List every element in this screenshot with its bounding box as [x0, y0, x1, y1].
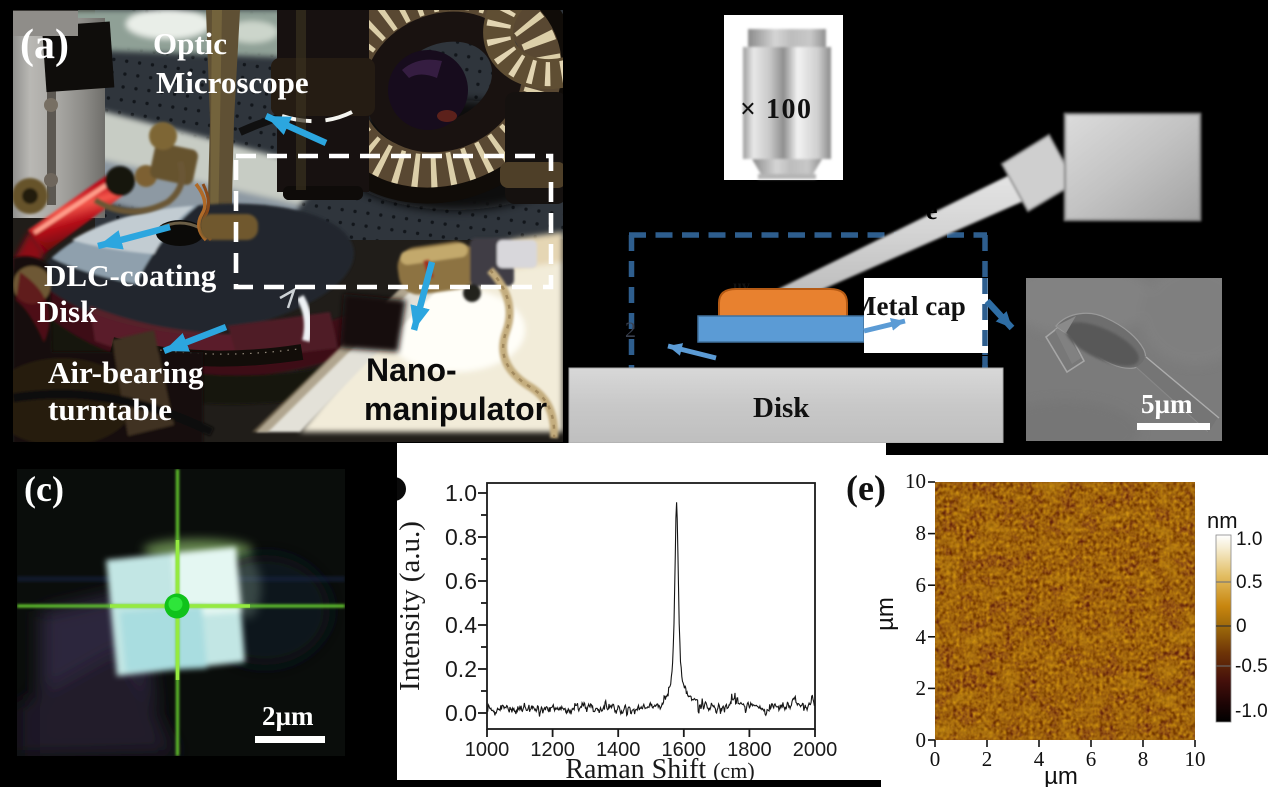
svg-text:Nano-: Nano- — [366, 352, 457, 388]
svg-text:0.8: 0.8 — [445, 524, 477, 550]
svg-text:2: 2 — [982, 747, 993, 771]
svg-text:2000: 2000 — [793, 739, 838, 761]
svg-text:2: 2 — [625, 317, 636, 342]
svg-text:8: 8 — [916, 521, 927, 545]
svg-text:Optic: Optic — [153, 26, 227, 61]
svg-text:-1.0: -1.0 — [1235, 701, 1268, 722]
svg-text:6: 6 — [1086, 747, 1097, 771]
svg-text:(e): (e) — [846, 468, 886, 508]
svg-text:1200: 1200 — [530, 739, 575, 761]
svg-text:Disk: Disk — [37, 294, 98, 329]
svg-text:-0.5: -0.5 — [1235, 656, 1268, 677]
svg-text:µm: µm — [872, 597, 899, 631]
svg-text:0: 0 — [916, 728, 927, 752]
svg-text:Disk: Disk — [753, 392, 810, 424]
svg-text:Raman Shift (cm): Raman Shift (cm) — [565, 754, 754, 785]
svg-text:10: 10 — [905, 469, 926, 493]
svg-text:1600: 1600 — [662, 739, 707, 761]
svg-text:1800: 1800 — [727, 739, 772, 761]
svg-text:0.4: 0.4 — [445, 612, 477, 638]
svg-text:10: 10 — [1185, 747, 1206, 771]
svg-text:0.0: 0.0 — [445, 700, 477, 726]
svg-text:1.0: 1.0 — [445, 480, 477, 506]
svg-text:2µm: 2µm — [262, 701, 314, 731]
svg-text:DLC-coating: DLC-coating — [44, 258, 217, 293]
svg-text:(c): (c) — [24, 469, 64, 509]
svg-text:4: 4 — [916, 625, 927, 649]
svg-text:Intensity (a.u.): Intensity (a.u.) — [394, 521, 426, 691]
svg-text:1400: 1400 — [596, 739, 641, 761]
svg-text:2: 2 — [916, 676, 927, 700]
svg-text:µm: µm — [1044, 763, 1078, 787]
svg-text:Microscope: Microscope — [156, 65, 309, 100]
svg-text:0.5: 0.5 — [1236, 572, 1262, 593]
svg-text:8: 8 — [1138, 747, 1149, 771]
svg-text:Metal cap: Metal cap — [851, 291, 966, 321]
svg-text:× 100: × 100 — [740, 94, 812, 125]
svg-text:0: 0 — [930, 747, 941, 771]
svg-text:4: 4 — [1034, 747, 1045, 771]
svg-text:0: 0 — [1236, 616, 1247, 637]
svg-text:1.0: 1.0 — [1236, 529, 1262, 550]
svg-text:nm: nm — [1207, 508, 1238, 533]
svg-text:1000: 1000 — [465, 739, 510, 761]
svg-text:5µm: 5µm — [1141, 389, 1193, 419]
svg-text:e: e — [926, 196, 938, 225]
svg-text:0.2: 0.2 — [445, 656, 477, 682]
svg-text:0.6: 0.6 — [445, 568, 477, 594]
svg-text:6: 6 — [916, 573, 927, 597]
svg-text:Air-bearing: Air-bearing — [48, 355, 204, 390]
svg-text:turntable: turntable — [48, 392, 172, 427]
svg-text:(a): (a) — [20, 22, 69, 68]
svg-text:manipulator: manipulator — [364, 391, 547, 427]
